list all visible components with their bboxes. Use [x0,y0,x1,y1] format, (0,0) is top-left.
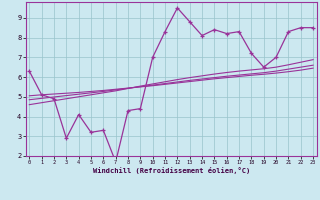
X-axis label: Windchill (Refroidissement éolien,°C): Windchill (Refroidissement éolien,°C) [92,167,250,174]
